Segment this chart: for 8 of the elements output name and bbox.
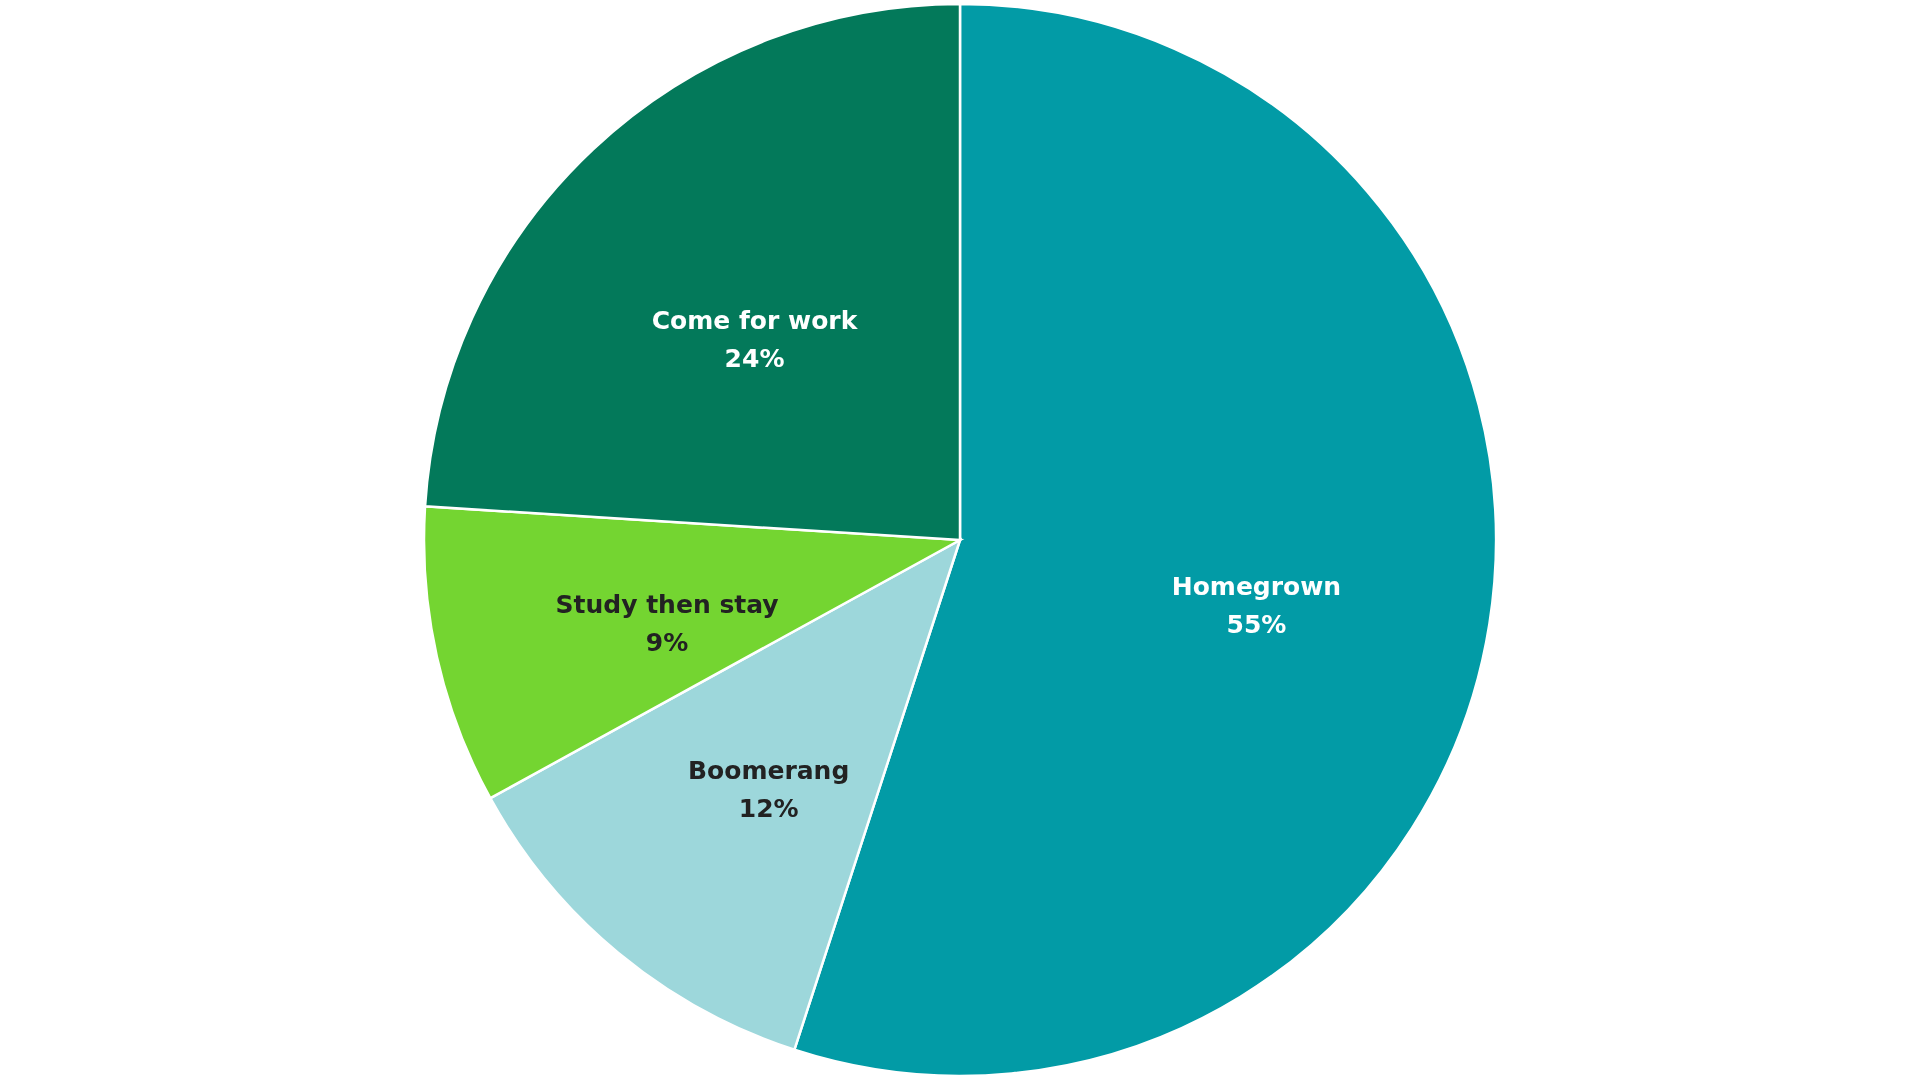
data-label: 12% xyxy=(738,794,799,824)
slice-label: Come for work xyxy=(651,306,859,336)
slice-label: Study then stay xyxy=(555,590,779,620)
slice-label: Boomerang xyxy=(688,756,850,786)
data-label: 55% xyxy=(1226,609,1287,639)
slice-label: Homegrown xyxy=(1171,571,1342,601)
data-label: 9% xyxy=(645,628,689,658)
data-label: 24% xyxy=(724,344,785,374)
